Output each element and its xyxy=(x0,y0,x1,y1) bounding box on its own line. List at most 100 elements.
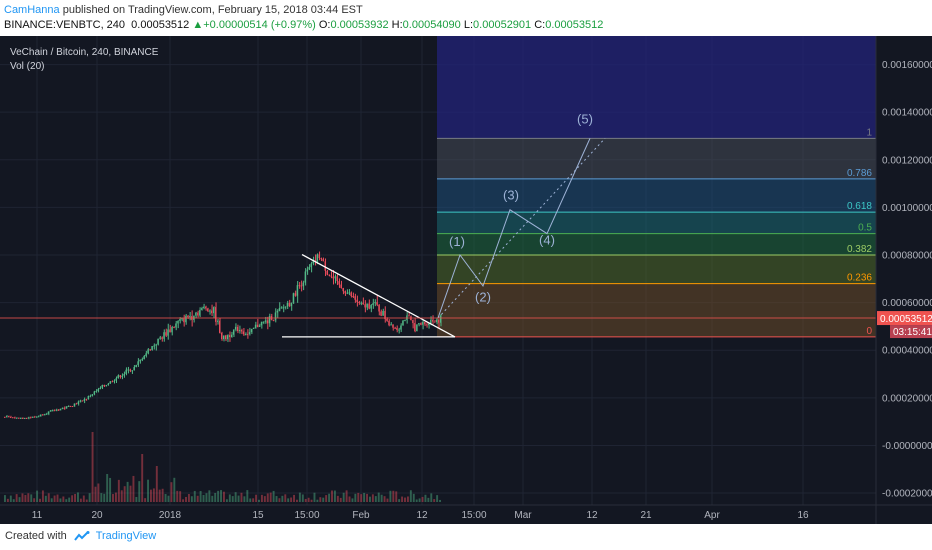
volume-bar xyxy=(50,498,53,502)
volume-bar xyxy=(237,495,240,502)
volume-bar xyxy=(301,494,304,502)
candle xyxy=(53,410,56,412)
candle xyxy=(73,403,76,407)
volume-bar xyxy=(176,490,179,502)
volume-bar xyxy=(82,495,85,502)
volume-bar xyxy=(158,489,161,502)
candle xyxy=(197,312,199,316)
volume-bar xyxy=(120,490,123,502)
candle xyxy=(414,323,416,332)
elliott-wave-label: (3) xyxy=(503,188,519,203)
candle xyxy=(384,311,386,319)
fib-level-label: 0.618 xyxy=(847,201,872,212)
candle xyxy=(149,349,151,351)
volume-bar xyxy=(331,490,333,502)
candle xyxy=(173,327,175,329)
volume-bar xyxy=(243,496,246,502)
candle xyxy=(258,325,261,327)
volume-bar xyxy=(328,493,331,502)
volume-bar xyxy=(433,499,436,502)
volume-bar xyxy=(249,498,252,502)
volume-bar xyxy=(205,493,208,502)
volume-bar xyxy=(371,494,374,502)
change: +0.00000514 (+0.97%) xyxy=(203,19,316,31)
tradingview-brand[interactable]: TradingView xyxy=(95,530,157,542)
open-label: O: xyxy=(318,19,331,31)
volume-bar xyxy=(284,494,287,502)
volume-bar xyxy=(313,492,316,502)
candle xyxy=(330,275,332,277)
volume-bar xyxy=(109,477,112,502)
volume-bar xyxy=(354,493,357,502)
volume-bar xyxy=(100,493,103,502)
volume-bar xyxy=(126,481,129,502)
x-tick-label: 15:00 xyxy=(461,510,486,521)
y-tick-label: 0.00140000 xyxy=(882,108,932,119)
candle xyxy=(368,303,370,309)
elliott-wave-path xyxy=(437,138,591,319)
candle xyxy=(426,324,428,326)
candle xyxy=(85,399,88,401)
volume-bar xyxy=(141,454,144,502)
candle xyxy=(400,325,402,330)
volume-bar xyxy=(415,499,418,502)
volume-bar xyxy=(293,494,295,502)
chart-area[interactable]: 1 0.786 0.618 0.5 0.382 0.236 0 (1) (2) (3) (4) (5)… xyxy=(0,36,932,524)
candle xyxy=(203,306,205,309)
candle xyxy=(105,385,107,387)
candle xyxy=(404,320,406,322)
countdown-tag xyxy=(890,325,932,339)
candle xyxy=(336,276,338,282)
candle xyxy=(266,320,269,324)
volume-bar xyxy=(223,491,225,502)
volume-bar xyxy=(412,493,415,502)
candle xyxy=(290,302,293,307)
volume-bar xyxy=(15,494,18,502)
candle xyxy=(396,327,398,330)
volume-bar xyxy=(91,432,94,502)
volume-bar xyxy=(252,498,255,502)
candle xyxy=(69,405,72,407)
volume-bar xyxy=(404,497,406,502)
price-chart[interactable]: 1 0.786 0.618 0.5 0.382 0.236 0 (1) (2) (3) (4) (5)… xyxy=(0,36,932,524)
volume-bar xyxy=(74,493,76,502)
candle xyxy=(89,395,91,397)
candle xyxy=(348,292,350,294)
candle xyxy=(280,307,283,309)
candle xyxy=(408,315,410,317)
volume-bar xyxy=(322,497,325,502)
volume-bar xyxy=(360,494,363,502)
candle xyxy=(97,389,99,392)
candle xyxy=(167,329,169,336)
candle xyxy=(364,304,366,308)
author-link[interactable]: CamHanna xyxy=(4,4,60,16)
volume-bar xyxy=(9,495,12,502)
candle xyxy=(219,320,221,333)
candle xyxy=(179,318,181,321)
candle xyxy=(177,320,179,324)
candle xyxy=(242,331,245,335)
candle xyxy=(119,375,121,378)
candle xyxy=(350,292,352,296)
candle xyxy=(312,260,314,264)
candle xyxy=(344,291,346,294)
candle xyxy=(125,369,127,374)
volume-bar xyxy=(33,498,36,502)
volume-bar xyxy=(401,496,404,502)
volume-bar xyxy=(173,477,176,502)
last-price-tag xyxy=(877,311,932,326)
volume-bar xyxy=(4,495,6,502)
candle xyxy=(240,330,243,332)
volume-bar xyxy=(62,496,65,502)
candle xyxy=(77,401,80,405)
candle xyxy=(107,383,109,386)
fib-zone xyxy=(437,178,876,213)
volume-bar xyxy=(211,495,214,502)
volume-bar xyxy=(281,495,284,502)
candle xyxy=(45,413,48,415)
volume-bar xyxy=(333,490,336,502)
candle xyxy=(256,324,259,327)
candle xyxy=(215,307,217,322)
volume-bar xyxy=(418,498,421,502)
candle xyxy=(274,312,277,321)
